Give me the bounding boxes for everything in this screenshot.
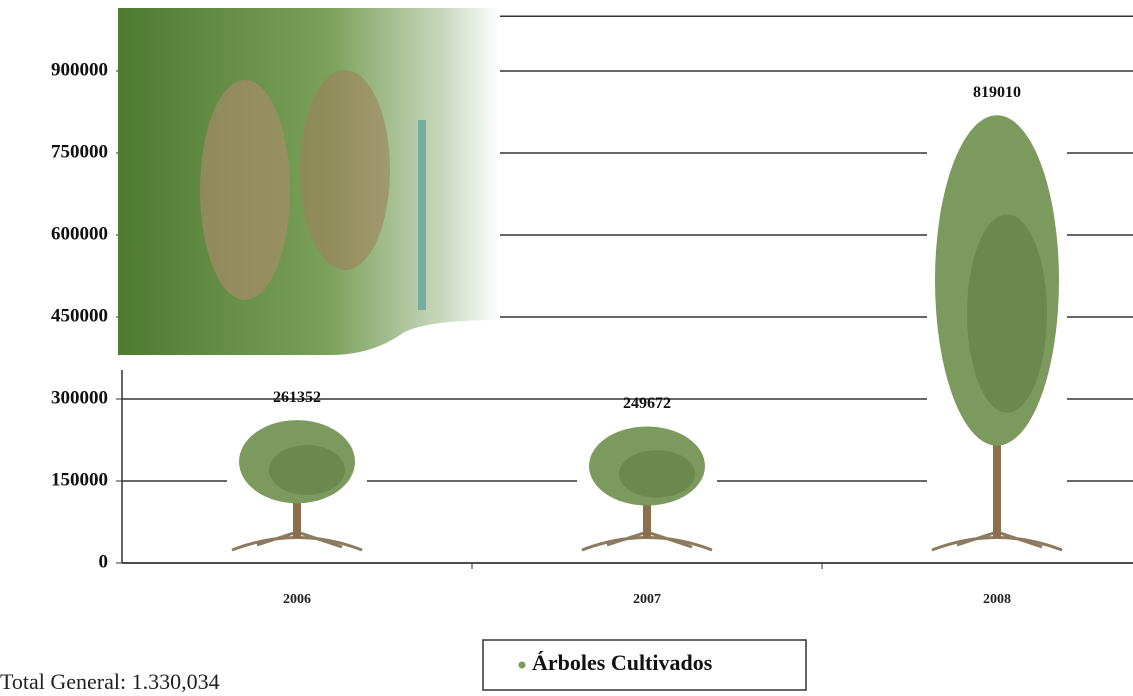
value-label: 249672: [623, 395, 671, 412]
y-tick-label: 600000: [51, 223, 108, 244]
tree: [227, 415, 367, 550]
total-annotation: Total General: 1.330,034: [0, 669, 220, 694]
y-tick-label: 150000: [51, 469, 108, 490]
legend-swatch: [519, 662, 526, 669]
y-tick-label: 0: [99, 551, 109, 572]
y-tick-label: 750000: [51, 141, 108, 162]
tree: [577, 422, 717, 550]
x-tick-label: 2006: [283, 592, 311, 607]
legend-label: Árboles Cultivados: [532, 650, 713, 675]
x-tick-label: 2008: [983, 592, 1011, 607]
y-tick-label: 450000: [51, 305, 108, 326]
y-tick-label: 900000: [51, 59, 108, 80]
tree: [927, 110, 1067, 550]
photo-shovel: [418, 120, 426, 310]
x-tick-label: 2007: [633, 592, 661, 607]
tree-crown-shade: [619, 450, 695, 497]
value-label: 261352: [273, 389, 321, 406]
tree-crown-shade: [269, 445, 345, 495]
photo-child: [200, 80, 290, 300]
y-tick-label: 300000: [51, 387, 108, 408]
tree-crown-shade: [967, 214, 1047, 412]
chart: Total General: 1.330,034 Árboles Cultiva…: [0, 0, 1133, 696]
value-label: 819010: [973, 84, 1021, 101]
photo-child: [300, 70, 390, 270]
